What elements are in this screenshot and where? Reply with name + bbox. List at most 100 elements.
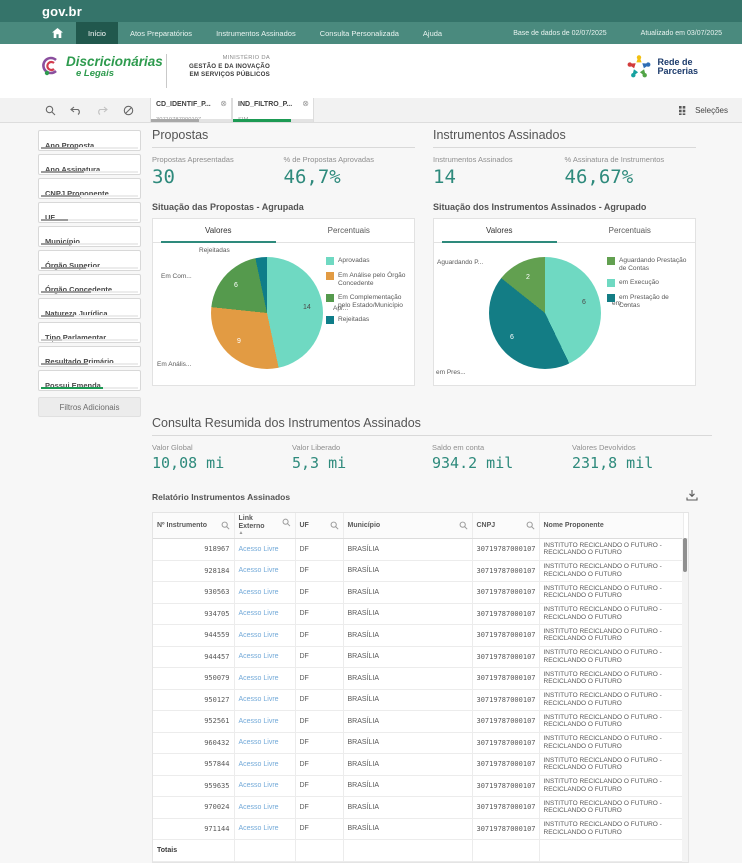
cell-cnpj[interactable]: 30719787000107 [472,646,539,668]
cell-municipio[interactable]: BRASÍLIA [343,625,472,647]
table-row[interactable]: 959635Acesso LivreDFBRASÍLIA307197870001… [153,775,683,797]
table-row[interactable]: 970024 Acesso Livre DFBRASÍLIA307197870001… [153,797,683,819]
legend-item[interactable]: Rejeitadas [326,316,410,324]
cell-cnpj[interactable]: 30719787000107 [472,603,539,625]
cell-municipio[interactable]: BRASÍLIA [343,646,472,668]
cell-link[interactable]: Acesso Livre [234,625,295,647]
acesso-livre-link[interactable]: Acesso Livre [239,804,279,811]
cell-cnpj[interactable]: 30719787000107 [472,539,539,561]
cell-link[interactable]: Acesso Livre [234,539,295,561]
cell-uf[interactable]: DF [295,689,343,711]
nav-item[interactable]: Atos Preparatórios [118,22,204,44]
sidebar-filter-item[interactable]: Natureza Jurídica [38,298,141,319]
legend-item[interactable]: Aprovadas [326,257,410,265]
cell-nome[interactable]: INSTITUTO RECICLANDO O FUTURO - RECICLAN… [539,668,683,690]
cell-municipio[interactable]: BRASÍLIA [343,797,472,819]
table-row[interactable]: 928184 Acesso Livre DFBRASÍLIA307197870001… [153,560,683,582]
cell-link[interactable]: Acesso Livre [234,797,295,819]
cell-uf[interactable]: DF [295,539,343,561]
cell-instrumento[interactable]: 944559 [153,625,234,647]
cell-cnpj[interactable]: 30719787000107 [472,560,539,582]
cell-cnpj[interactable]: 30719787000107 [472,582,539,604]
step-forward-icon[interactable] [94,102,110,118]
cell-municipio[interactable]: BRASÍLIA [343,603,472,625]
cell-nome[interactable]: INSTITUTO RECICLANDO O FUTURO - RECICLAN… [539,603,683,625]
cell-uf[interactable]: DF [295,818,343,840]
cell-link[interactable]: Acesso Livre [234,560,295,582]
cell-link[interactable]: Acesso Livre [234,603,295,625]
cell-nome[interactable]: INSTITUTO RECICLANDO O FUTURO - RECICLAN… [539,711,683,733]
cell-uf[interactable]: DF [295,582,343,604]
sidebar-filter-item[interactable]: Município [38,226,141,247]
sidebar-filter-item[interactable]: Tipo Parlamentar [38,322,141,343]
column-header[interactable]: Nome Proponente [539,513,683,539]
sidebar-filter-item[interactable]: CNPJ Proponente [38,178,141,199]
download-button[interactable] [686,488,698,506]
cell-nome[interactable]: INSTITUTO RECICLANDO O FUTURO - RECICLAN… [539,797,683,819]
cell-municipio[interactable]: BRASÍLIA [343,732,472,754]
selection-chip[interactable]: CD_IDENTIF_P...⊗30719787000107 [150,98,232,122]
search-icon[interactable] [330,521,339,530]
cell-nome[interactable]: INSTITUTO RECICLANDO O FUTURO - RECICLAN… [539,818,683,840]
cell-link[interactable]: Acesso Livre [234,711,295,733]
acesso-livre-link[interactable]: Acesso Livre [239,675,279,682]
cell-municipio[interactable]: BRASÍLIA [343,775,472,797]
chart-tab[interactable]: Valores [153,219,284,242]
cell-instrumento[interactable]: 959635 [153,775,234,797]
cell-uf[interactable]: DF [295,560,343,582]
search-icon[interactable] [282,518,291,527]
home-button[interactable] [46,22,68,44]
close-icon[interactable]: ⊗ [220,100,227,108]
cell-instrumento[interactable]: 970024 [153,797,234,819]
sidebar-filter-item[interactable]: Órgão Concedente [38,274,141,295]
scrollbar-thumb[interactable] [683,538,687,572]
cell-instrumento[interactable]: 957844 [153,754,234,776]
search-icon[interactable] [459,521,468,530]
table-row[interactable]: 957844Acesso LivreDFBRASÍLIA307197870001… [153,754,683,776]
cell-municipio[interactable]: BRASÍLIA [343,754,472,776]
propostas-pie-chart[interactable] [211,257,323,369]
search-icon[interactable] [221,521,230,530]
cell-uf[interactable]: DF [295,603,343,625]
selections-tool-button[interactable]: Seleções [679,98,742,122]
acesso-livre-link[interactable]: Acesso Livre [239,567,279,574]
acesso-livre-link[interactable]: Acesso Livre [239,589,279,596]
table-row[interactable]: 934705Acesso LivreDFBRASÍLIA307197870001… [153,603,683,625]
cell-cnpj[interactable]: 30719787000107 [472,625,539,647]
table-scrollbar[interactable] [682,538,688,862]
cell-cnpj[interactable]: 30719787000107 [472,797,539,819]
cell-instrumento[interactable]: 928184 [153,560,234,582]
chart-tab[interactable]: Percentuais [565,219,696,242]
cell-cnpj[interactable]: 30719787000107 [472,818,539,840]
selection-chip[interactable]: IND_FILTRO_P...⊗SIM [232,98,314,122]
column-header[interactable]: CNPJ [472,513,539,539]
cell-municipio[interactable]: BRASÍLIA [343,560,472,582]
legend-item[interactable]: Aguardando Prestação de Contas [607,257,691,272]
sidebar-filter-item[interactable]: Resultado Primário [38,346,141,367]
column-header[interactable]: UF [295,513,343,539]
sidebar-filter-item[interactable]: Ano Proposta [38,130,141,151]
cell-uf[interactable]: DF [295,797,343,819]
column-header[interactable]: Link Externo▲ [234,513,295,539]
cell-instrumento[interactable]: 944457 [153,646,234,668]
cell-instrumento[interactable]: 930563 [153,582,234,604]
cell-municipio[interactable]: BRASÍLIA [343,539,472,561]
cell-link[interactable]: Acesso Livre [234,689,295,711]
cell-link[interactable]: Acesso Livre [234,775,295,797]
cell-link[interactable]: Acesso Livre [234,646,295,668]
cell-uf[interactable]: DF [295,732,343,754]
cell-cnpj[interactable]: 30719787000107 [472,775,539,797]
cell-cnpj[interactable]: 30719787000107 [472,711,539,733]
table-row[interactable]: 944559Acesso LivreDFBRASÍLIA307197870001… [153,625,683,647]
column-header[interactable]: Município [343,513,472,539]
cell-nome[interactable]: INSTITUTO RECICLANDO O FUTURO - RECICLAN… [539,625,683,647]
table-row[interactable]: 930563 Acesso Livre DFBRASÍLIA307197870001… [153,582,683,604]
cell-instrumento[interactable]: 971144 [153,818,234,840]
table-row[interactable]: 950079Acesso LivreDFBRASÍLIA307197870001… [153,668,683,690]
nav-item[interactable]: Consulta Personalizada [308,22,411,44]
instrumentos-pie-chart[interactable] [489,257,601,369]
nav-item[interactable]: Instrumentos Assinados [204,22,308,44]
cell-link[interactable]: Acesso Livre [234,818,295,840]
cell-municipio[interactable]: BRASÍLIA [343,582,472,604]
legend-item[interactable]: Em Complementação pelo Estado/Município [326,294,410,309]
